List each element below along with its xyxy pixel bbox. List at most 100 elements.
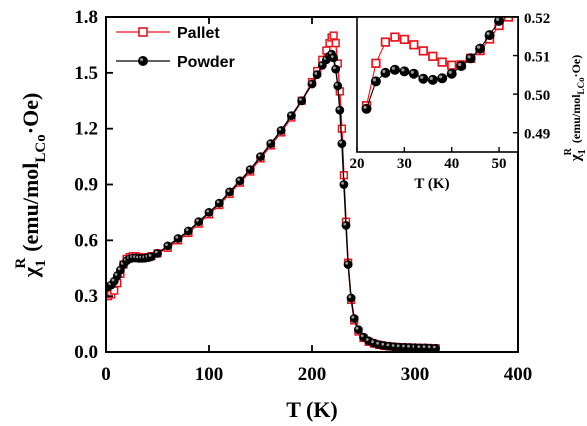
inset-y-axis-title: χ1R (emu/molLCo·Oe) [563,55,587,163]
inset-point-powder-10 [456,61,467,71]
main-point-powder-25-highlight [257,153,261,157]
inset-plot: 20 30 40 50 0.49 0.50 0.51 0.52 T (K) χ1R (emu/m… [350,11,587,192]
main-point-powder-51-highlight [381,342,385,346]
inset-x-tick-label-3: 50 [492,156,507,172]
main-point-powder-55-highlight [402,344,405,348]
inset-point-pallet-6 [418,46,428,56]
main-point-powder-15 [153,249,162,258]
inset-y-tick-label-2: 0.51 [524,50,550,66]
main-point-powder-60-highlight [427,345,431,349]
inset-y-title-unit-post: ·Oe) [569,55,583,78]
main-point-powder-31 [312,70,322,80]
inset-point-pallet-3 [390,32,400,42]
main-point-powder-29 [297,96,307,106]
legend-marker-powder-highlight [140,58,144,62]
main-y-tick-label-2: 0.6 [74,230,98,251]
main-x-tick-label-4: 400 [504,364,533,385]
inset-y-title-sup: R [563,147,574,155]
main-point-powder-22 [225,187,235,197]
inset-point-powder-5 [408,68,419,79]
main-point-powder-20-highlight [206,209,210,213]
main-point-powder-54-highlight [396,344,400,348]
main-y-title-sub: 1 [33,260,49,268]
inset-point-pallet-8 [437,57,447,67]
main-y-title-unit-post: ·Oe) [18,93,43,135]
main-x-tick-label-1: 100 [195,364,224,385]
main-point-powder-28-highlight [288,112,292,116]
inset-point-pallet-4 [399,34,410,45]
inset-point-powder-9 [446,68,457,79]
main-y-axis-title: χ1R (emu/molLCo·Oe) [13,93,49,279]
main-point-powder-56-highlight [407,344,410,348]
inset-point-powder-5-highlight [410,70,414,74]
inset-point-pallet-1 [371,58,381,68]
main-y-title-chi: χ [18,266,43,278]
legend: Pallet Powder [116,25,235,71]
inset-point-powder-4 [399,66,410,77]
main-point-powder-44 [346,293,356,303]
inset-point-pallet-7 [428,51,438,61]
legend-item-powder: Powder [116,54,235,71]
inset-point-powder-13-highlight [486,31,490,36]
inset-y-tick-label-0: 0.49 [524,127,550,143]
inset-y-title-chi: χ [568,153,584,162]
main-point-powder-38 [333,81,343,91]
inset-y-title-unit-pre: (emu/mol [569,94,583,143]
main-point-powder-25 [256,152,265,162]
legend-marker-pallet [138,27,148,37]
main-point-powder-39-highlight [337,107,340,111]
main-point-powder-14-highlight [148,254,152,257]
main-point-powder-61 [431,343,440,352]
main-point-pallet-36 [329,31,338,40]
svg-text:χ1R(emu/molLCo·Oe): χ1R (emu/molLCo·Oe) [13,93,49,279]
main-y-title-unit-pre: (emu/mol [18,163,43,252]
inset-point-powder-11 [465,53,476,64]
main-point-powder-43 [343,260,353,269]
main-point-powder-49-highlight [371,340,374,344]
main-series-group [106,31,440,352]
main-point-powder-23-highlight [237,178,241,181]
main-point-powder-42-highlight [343,222,347,226]
main-point-powder-36 [329,53,338,63]
main-point-powder-15-highlight [154,250,158,254]
inset-y-tick-label-1: 0.50 [524,88,550,104]
inset-point-powder-0-highlight [363,105,367,109]
main-point-powder-40-highlight [339,140,342,144]
main-point-powder-27-highlight [278,127,282,131]
inset-point-powder-4-highlight [401,68,405,72]
inset-point-powder-6-highlight [420,75,424,79]
svg-text:χ1R(emu/molLCo·Oe): χ1R (emu/molLCo·Oe) [563,55,587,163]
inset-point-powder-12 [475,43,486,54]
main-point-powder-27 [276,126,286,135]
main-y-title-unit-sub: LCo [33,134,49,162]
main-point-powder-59-highlight [422,345,426,348]
main-point-pallet-37 [331,38,340,48]
main-point-powder-36-highlight [330,55,334,58]
main-point-powder-18-highlight [185,228,189,232]
main-x-tick-label-0: 0 [101,364,111,385]
inset-point-pallet-2 [380,37,391,47]
inset-point-powder-1 [370,76,381,87]
main-x-tick-label-2: 200 [298,364,327,385]
inset-point-powder-10-highlight [458,62,462,67]
main-point-pallet-40 [337,124,347,133]
inset-y-tick-label-3: 0.52 [524,11,550,27]
inset-point-powder-11-highlight [467,55,471,59]
main-plot: 0 100 200 300 400 0.0 0.3 0.6 0.9 1.2 1.5 1.8 T (K)… [13,7,532,422]
inset-point-powder-2-highlight [382,69,386,73]
inset-line-pallet [365,17,509,106]
main-point-powder-46 [354,325,363,335]
main-point-powder-48-highlight [365,338,369,341]
main-point-powder-39 [335,105,345,115]
main-point-powder-30-highlight [309,81,313,85]
main-point-powder-19 [194,217,204,227]
main-point-powder-17 [173,234,183,243]
main-point-powder-47-highlight [360,334,364,338]
main-point-powder-46-highlight [355,326,359,330]
main-point-powder-43-highlight [345,261,349,265]
inset-point-powder-9-highlight [448,70,452,74]
main-point-powder-23 [235,176,245,186]
main-point-powder-41 [339,180,349,189]
inset-point-powder-12-highlight [477,45,481,49]
main-point-powder-32-highlight [319,62,323,66]
